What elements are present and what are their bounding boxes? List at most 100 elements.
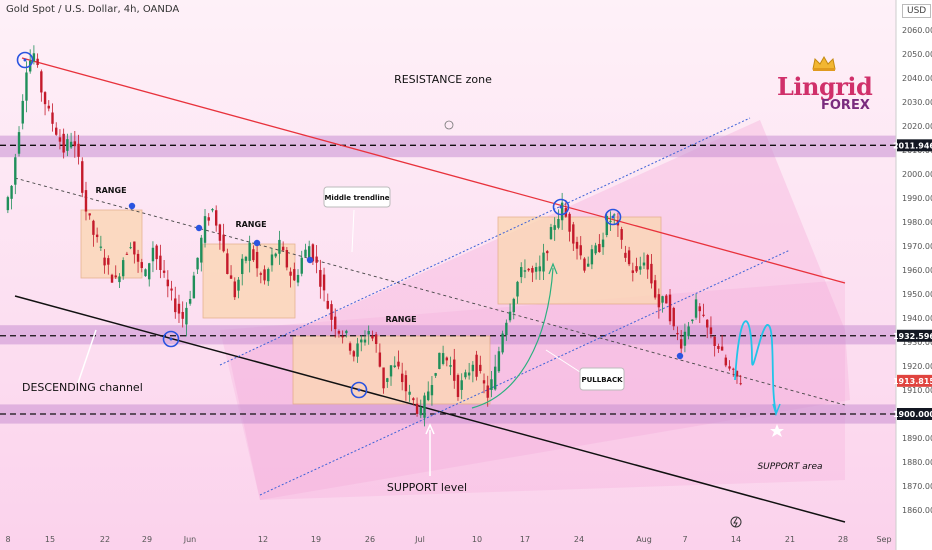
candle-body: [639, 266, 642, 270]
x-tick-label: 22: [100, 535, 110, 544]
resistance-zone: [0, 135, 896, 158]
candle-body: [296, 274, 300, 283]
candle-body: [434, 373, 437, 376]
y-tick-label: 1870.00: [902, 482, 932, 491]
candle-body: [289, 271, 292, 276]
candle-body: [374, 334, 378, 345]
touch-dot-marker: [253, 239, 261, 247]
candle-body: [590, 249, 594, 265]
y-tick-label: 2060.00: [902, 26, 932, 35]
candle-body: [334, 316, 337, 330]
candle-body: [408, 391, 411, 395]
candle-body: [192, 275, 196, 299]
pivot-circle-marker: [162, 330, 180, 348]
candle-body: [162, 270, 166, 273]
candle-body: [430, 385, 434, 396]
candle-body: [270, 254, 274, 266]
candle-body: [672, 307, 675, 327]
price-label-text: 1913.815: [893, 377, 932, 386]
mid-zone: [0, 325, 896, 345]
candle-body: [207, 217, 210, 221]
candle-body: [609, 220, 612, 222]
middle-label-box: [323, 186, 391, 208]
candle-body: [218, 224, 222, 241]
candle-body: [624, 252, 627, 258]
candle-body: [534, 267, 538, 272]
candle-body: [103, 257, 106, 266]
candle-body: [423, 395, 426, 418]
candle-body: [237, 279, 240, 291]
candle-body: [66, 139, 69, 151]
candle-body: [259, 273, 263, 275]
candle-body: [352, 351, 356, 357]
candle-body: [81, 161, 84, 193]
candle-body: [464, 372, 467, 378]
lightning-glyph: [733, 517, 738, 528]
candle-body: [32, 53, 36, 62]
price-label-box: [897, 374, 932, 387]
candle-body: [356, 343, 359, 357]
y-tick-label: 1880.00: [902, 458, 932, 467]
candle-body: [691, 319, 694, 322]
y-tick-label: 1950.00: [902, 290, 932, 299]
candle-body: [520, 267, 523, 278]
candle-body: [497, 351, 501, 372]
support-pointer-head: [425, 423, 435, 435]
candle-body: [709, 327, 713, 334]
candle-body: [229, 275, 233, 279]
range-label-1: RANGE: [95, 186, 126, 195]
candle-body: [482, 380, 486, 384]
candle-body: [133, 241, 136, 255]
price-label-text: 1900.000: [893, 410, 932, 419]
candle-body: [304, 249, 307, 257]
candle-body: [315, 256, 318, 263]
middle-trendline-label: Middle trendline: [324, 194, 389, 202]
currency-button[interactable]: USD: [902, 4, 932, 18]
candle-body: [456, 375, 460, 397]
candle-body: [400, 373, 404, 383]
pullback-pointer: [545, 349, 581, 373]
candle-body: [412, 398, 415, 401]
support-level-label: SUPPORT level: [387, 481, 467, 494]
candle-body: [281, 246, 285, 251]
candle-body: [121, 260, 125, 277]
x-tick-label: Jul: [414, 535, 425, 544]
candle-body: [10, 185, 13, 199]
candle-body: [345, 330, 348, 334]
candle-body: [151, 247, 155, 262]
y-tick-label: 2040.00: [902, 74, 932, 83]
pullback-label: PULLBACK: [581, 376, 623, 384]
pivot-circle-marker: [604, 208, 622, 226]
support-trendline: [14, 295, 846, 523]
candle-body: [203, 216, 207, 243]
candle-body: [553, 225, 556, 230]
candle-body: [371, 335, 374, 339]
candle-body: [493, 366, 497, 390]
candle-body: [140, 262, 143, 268]
candle-body: [724, 357, 728, 366]
candle-body: [717, 345, 720, 349]
candle-body: [69, 141, 73, 148]
candle-body: [84, 190, 88, 212]
y-tick-label: 2030.00: [902, 98, 932, 107]
candle-body: [642, 262, 646, 266]
y-tick-label: 1990.00: [902, 194, 932, 203]
pivot-circle-marker: [16, 51, 34, 69]
y-tick-label: 2050.00: [902, 50, 932, 59]
y-tick-label: 2000.00: [902, 170, 932, 179]
candle-body: [177, 303, 181, 314]
candle-body: [278, 239, 281, 254]
candle-body: [706, 319, 709, 328]
candle-body: [211, 209, 214, 211]
candle-body: [523, 270, 527, 272]
price-axis-panel: [896, 0, 932, 550]
x-tick-label: 8: [5, 535, 10, 544]
candle-body: [501, 333, 504, 353]
candle-body: [17, 132, 21, 154]
candle-body: [598, 243, 601, 253]
pivot-dot: [357, 388, 361, 392]
candle-body: [527, 268, 530, 271]
y-tick-label: 1890.00: [902, 434, 932, 443]
candle-body: [728, 366, 731, 369]
price-label-text: 2011.946: [893, 141, 932, 150]
